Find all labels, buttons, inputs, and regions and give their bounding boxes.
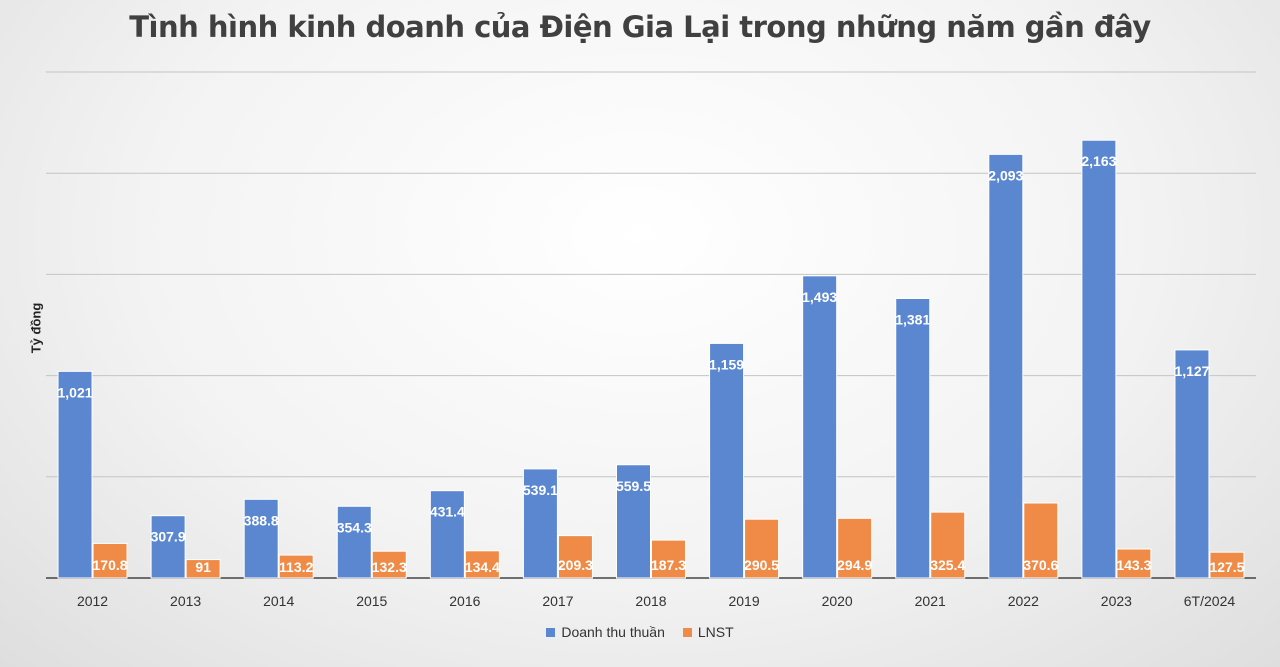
x-tick-labels: 2012 2013 2014 2015 2016 2017 2018 2019 2020 2021… [77,593,1235,609]
legend-swatch-profit [682,627,692,637]
bar-revenue-2016 [429,490,465,579]
x-tick-label: 2013 [170,593,201,609]
bar-profit-2016 [464,550,500,579]
bar-profit-6T/2024 [1209,551,1245,579]
legend-item-profit: LNST [682,624,734,640]
x-tick-label: 2016 [449,593,480,609]
x-tick-label: 2022 [1008,593,1039,609]
data-label-profit: 325.4 [930,557,965,573]
x-tick-label: 2012 [77,593,108,609]
bar-revenue-2022 [988,153,1024,579]
bar-revenue-2012 [57,370,93,579]
bar-profit-2015 [371,550,407,579]
chart-title: Tình hình kinh doanh của Điện Gia Lại tr… [129,10,1151,44]
data-label-profit: 294.9 [837,557,872,573]
data-label-revenue: 1,493 [802,289,837,305]
bar-profit-2023 [1116,548,1152,579]
data-label-profit: 91 [195,559,211,575]
legend-swatch-revenue [546,627,556,637]
data-label-revenue: 1,127 [1174,363,1209,379]
bar-profit-2019 [744,518,780,579]
bar-revenue-2019 [709,342,745,579]
x-tick-label: 2014 [263,593,294,609]
bar-revenue-2021 [895,297,931,579]
legend-label-revenue: Doanh thu thuần [561,624,665,640]
data-label-revenue: 388.8 [244,512,279,528]
x-tick-label: 6T/2024 [1184,593,1236,609]
bar-revenue-6T/2024 [1174,349,1210,579]
x-tick-label: 2020 [822,593,853,609]
data-label-profit: 370.6 [1023,557,1058,573]
x-tick-label: 2019 [728,593,759,609]
x-tick-label: 2015 [356,593,387,609]
x-tick-label: 2018 [635,593,666,609]
bar-profit-2014 [278,554,314,579]
data-label-revenue: 1,381 [895,311,930,327]
bar-profit-2013 [185,559,221,579]
legend: Doanh thu thuần LNST [0,624,1280,640]
bar-revenue-2014 [243,498,279,579]
bar-revenue-2020 [802,275,838,579]
data-label-revenue: 539.1 [523,482,558,498]
bars [57,139,1245,579]
data-labels: 1,021 170.8 307.9 91 388.8 113.2 354.3 132.3 431… [58,153,1245,575]
bar-profit-2017 [557,535,593,579]
data-label-profit: 132.3 [372,559,407,575]
data-label-profit: 143.3 [1116,557,1151,573]
data-label-revenue: 1,021 [58,384,93,400]
bar-profit-2022 [1023,502,1059,579]
data-label-profit: 290.5 [744,557,779,573]
bar-profit-2020 [837,517,873,579]
data-label-revenue: 307.9 [151,529,186,545]
bar-revenue-2013 [150,515,186,579]
legend-label-profit: LNST [697,624,734,640]
data-label-profit: 170.8 [93,557,128,573]
data-label-profit: 209.3 [558,557,593,573]
bar-revenue-2017 [522,468,558,579]
data-label-profit: 113.2 [279,559,313,575]
x-tick-label: 2021 [915,593,946,609]
bar-revenue-2015 [336,505,372,579]
x-tick-label: 2017 [542,593,573,609]
data-label-revenue: 559.5 [616,478,651,494]
bar-profit-2018 [651,539,686,579]
data-label-profit: 134.4 [465,559,500,575]
bar-revenue-2023 [1081,139,1117,579]
x-tick-label: 2023 [1101,593,1132,609]
data-label-revenue: 1,159 [709,356,744,372]
data-label-profit: 127.5 [1209,559,1244,575]
bar-profit-2021 [930,511,966,579]
data-label-profit: 187.3 [651,557,686,573]
bar-revenue-2018 [616,464,651,579]
data-label-revenue: 354.3 [337,519,372,535]
legend-item-revenue: Doanh thu thuần [546,624,665,640]
data-label-revenue: 2,093 [988,167,1023,183]
data-label-revenue: 431.4 [430,504,465,520]
data-label-revenue: 2,163 [1081,153,1116,169]
bar-profit-2012 [92,542,128,579]
